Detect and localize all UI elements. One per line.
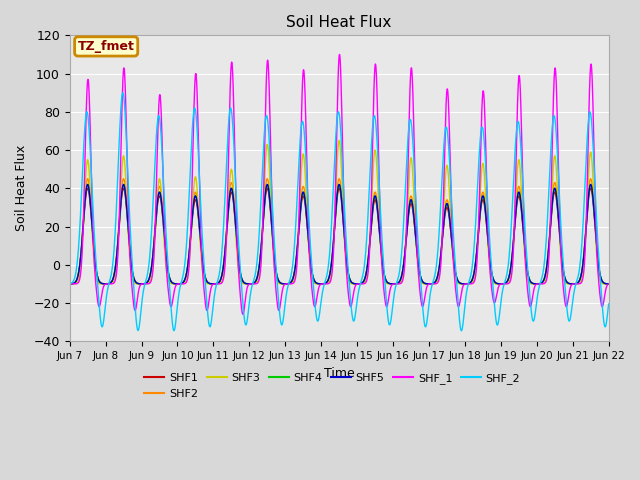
SHF1 <box>572 281 580 287</box>
SHF1 <box>605 281 612 287</box>
SHF3 <box>367 226 374 232</box>
SHF3 <box>216 280 224 286</box>
SHF1 <box>66 281 74 287</box>
SHF1 <box>355 281 363 287</box>
SHF4 <box>216 277 224 283</box>
SHF5 <box>605 281 612 287</box>
Title: Soil Heat Flux: Soil Heat Flux <box>287 15 392 30</box>
SHF2 <box>496 281 504 287</box>
SHF4 <box>84 181 92 187</box>
SHF_1 <box>216 281 224 287</box>
SHF5 <box>355 281 363 287</box>
Line: SHF_2: SHF_2 <box>70 93 609 331</box>
SHF3 <box>572 281 580 287</box>
SHF_1 <box>557 259 565 265</box>
SHF3 <box>605 281 612 287</box>
SHF5 <box>367 231 374 237</box>
SHF1 <box>557 251 565 257</box>
SHF_1 <box>605 281 612 287</box>
SHF5 <box>66 281 74 287</box>
SHF3 <box>355 281 363 287</box>
SHF4 <box>496 281 504 287</box>
SHF3 <box>496 281 504 287</box>
SHF1 <box>84 185 92 191</box>
SHF_2 <box>66 281 74 287</box>
Legend: SHF1, SHF2, SHF3, SHF4, SHF5, SHF_1, SHF_2: SHF1, SHF2, SHF3, SHF4, SHF5, SHF_1, SHF… <box>140 369 525 403</box>
SHF_2 <box>216 265 224 271</box>
SHF2 <box>66 281 74 287</box>
SHF_2 <box>605 301 612 307</box>
SHF5 <box>496 281 504 287</box>
SHF_1 <box>335 51 343 57</box>
SHF4 <box>367 231 374 237</box>
SHF2 <box>605 281 612 287</box>
SHF_1 <box>496 282 504 288</box>
Line: SHF4: SHF4 <box>70 184 609 284</box>
SHF2 <box>572 281 580 287</box>
SHF2 <box>557 248 565 254</box>
Line: SHF1: SHF1 <box>70 188 609 284</box>
SHF_1 <box>573 281 580 287</box>
SHF5 <box>216 277 224 283</box>
X-axis label: Time: Time <box>324 367 355 380</box>
SHF1 <box>496 281 504 287</box>
Line: SHF_1: SHF_1 <box>70 54 609 314</box>
Text: TZ_fmet: TZ_fmet <box>77 40 134 53</box>
SHF_2 <box>355 288 363 293</box>
SHF4 <box>605 281 612 287</box>
SHF3 <box>557 259 565 264</box>
Line: SHF3: SHF3 <box>70 141 609 284</box>
SHF2 <box>367 229 374 235</box>
SHF_2 <box>458 328 465 334</box>
SHF_1 <box>239 312 247 317</box>
SHF_1 <box>355 281 363 287</box>
SHF4 <box>557 250 565 256</box>
SHF_2 <box>496 307 504 313</box>
Y-axis label: Soil Heat Flux: Soil Heat Flux <box>15 145 28 231</box>
SHF_1 <box>367 216 374 222</box>
SHF_1 <box>66 281 74 287</box>
SHF2 <box>216 277 224 283</box>
SHF5 <box>572 281 580 287</box>
SHF2 <box>355 281 363 287</box>
SHF_2 <box>119 90 127 96</box>
SHF_2 <box>367 161 374 167</box>
Line: SHF5: SHF5 <box>70 184 609 284</box>
SHF2 <box>84 176 92 181</box>
SHF_2 <box>557 233 565 239</box>
SHF5 <box>84 181 92 187</box>
SHF3 <box>335 138 343 144</box>
SHF3 <box>66 281 74 287</box>
SHF4 <box>572 281 580 287</box>
SHF4 <box>66 281 74 287</box>
SHF1 <box>367 233 374 239</box>
Line: SHF2: SHF2 <box>70 179 609 284</box>
SHF1 <box>216 278 224 284</box>
SHF5 <box>557 250 565 256</box>
SHF4 <box>355 281 363 287</box>
SHF_2 <box>573 279 580 285</box>
